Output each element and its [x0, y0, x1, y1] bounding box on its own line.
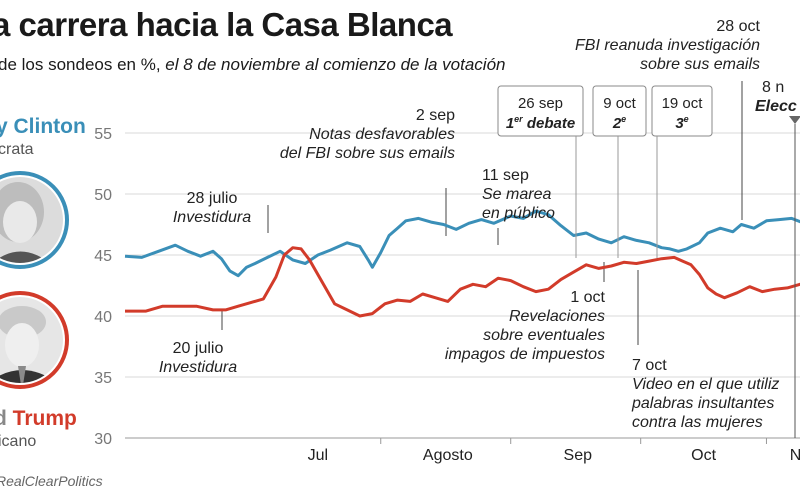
annotation-text: sobre sus emails [640, 56, 760, 73]
source-label: RealClearPolitics [0, 473, 103, 489]
x-axis: Jul Agosto Sep Oct No [308, 438, 800, 464]
annotation-text: Se marea [482, 186, 551, 203]
annotation-text: 28 oct [716, 18, 760, 35]
subtitle-main: de los sondeos en %, [0, 55, 161, 74]
clinton-portrait [0, 171, 69, 269]
annotation-text: 28 julio [187, 190, 238, 207]
annotation-text: 7 oct [632, 357, 667, 374]
trump-party: icano [0, 433, 37, 450]
annotation-text: 1 oct [570, 289, 605, 306]
x-tick-label: No [790, 447, 800, 464]
debate-label: 1er debate [506, 114, 575, 132]
annotation-text: Revelaciones [509, 308, 605, 325]
x-tick-label: Oct [691, 447, 716, 464]
y-tick-label: 30 [94, 431, 112, 448]
debate-box-frame [651, 85, 713, 137]
annotation-leaders [221, 81, 743, 345]
trump-name: d Trump [0, 407, 77, 430]
debate-box: 26 sep 1er debate [497, 85, 584, 258]
annotation-text: en público [482, 205, 555, 222]
annotation-text: 20 julio [173, 340, 224, 357]
y-axis: 30 35 40 45 50 55 [94, 126, 112, 448]
chart-subtitle: de los sondeos en %, el 8 de noviembre a… [0, 55, 506, 75]
election-arrow-icon [789, 116, 800, 124]
election-marker: 8 n Elecc [755, 79, 800, 438]
x-tick-label: Jul [308, 447, 328, 464]
annotation-text: sobre eventuales [483, 327, 605, 344]
annotation-text: 11 sep [482, 167, 529, 184]
annotation-text: Investidura [173, 209, 251, 226]
debate-box-frame [592, 85, 647, 137]
debate-box: 19 oct 3e [651, 85, 713, 258]
trump-series-line [125, 246, 800, 318]
x-tick-label: Agosto [423, 447, 473, 464]
y-tick-label: 40 [94, 309, 112, 326]
debate-date: 19 oct [662, 95, 704, 112]
debate-label: 2e [612, 114, 626, 132]
y-tick-label: 50 [94, 187, 112, 204]
debate-label: 3e [675, 114, 688, 132]
y-tick-label: 45 [94, 248, 112, 265]
debate-markers: 26 sep 1er debate 9 oct 2e 19 oct 3e [497, 85, 713, 258]
y-tick-label: 35 [94, 370, 112, 387]
debate-date: 26 sep [518, 95, 563, 112]
clinton-series-line [124, 209, 800, 278]
annotation-text: Investidura [159, 359, 237, 376]
x-tick-label: Sep [564, 447, 593, 464]
debate-date: 9 oct [603, 95, 636, 112]
clinton-name: y Clinton [0, 115, 86, 138]
chart-title: a carrera hacia la Casa Blanca [0, 6, 453, 43]
annotation-text: Notas desfavorables [309, 126, 455, 143]
election-date: 8 n [762, 79, 784, 96]
annotations: 28 julio Investidura 20 julio Investidura 2 … [159, 18, 780, 431]
clinton-party: crata [0, 141, 34, 158]
election-label: Elecc [755, 98, 797, 115]
trump-portrait [0, 291, 69, 389]
debate-box-frame [497, 85, 584, 137]
annotation-text: FBI reanuda investigación [575, 37, 760, 54]
grid [125, 132, 800, 439]
annotation-text: contra las mujeres [632, 414, 763, 431]
annotation-text: palabras insultantes [631, 395, 774, 412]
annotation-text: 2 sep [416, 107, 455, 124]
subtitle-italic: el 8 de noviembre al comienzo de la vota… [165, 55, 506, 74]
annotation-text: impagos de impuestos [445, 346, 605, 363]
annotation-text: Video en el que utiliz [632, 376, 779, 393]
annotation-text: del FBI sobre sus emails [280, 145, 455, 162]
debate-box: 9 oct 2e [592, 85, 647, 258]
y-tick-label: 55 [94, 126, 112, 143]
